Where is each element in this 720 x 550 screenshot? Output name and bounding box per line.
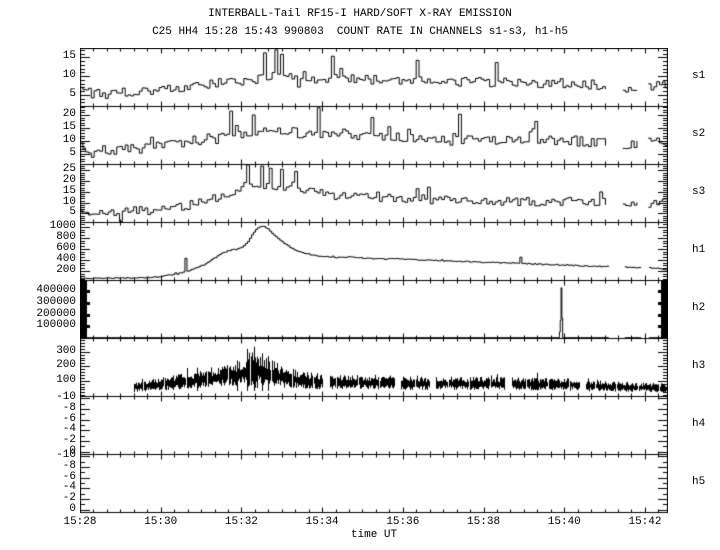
panel-label: s3 (692, 186, 706, 198)
y-tick-label: -10 (56, 391, 76, 404)
y-tick-label: 600 (56, 241, 76, 254)
x-tick-label: 15:40 (547, 516, 581, 528)
y-tick-label: 10 (62, 133, 76, 146)
y-tick-label: 100000 (36, 319, 76, 332)
y-tick-label: 100 (56, 373, 76, 386)
chart-subtitle: C25 HH4 15:28 15:43 990803 COUNT RATE IN… (152, 26, 568, 38)
y-tick-label: 200 (56, 359, 76, 372)
x-tick-label: 15:32 (224, 516, 258, 528)
y-tick-label: -2 (62, 433, 76, 446)
y-tick-label: 15 (62, 120, 76, 133)
panel-label: h5 (692, 476, 706, 488)
y-tick-label: 300 (56, 344, 76, 357)
y-tick-label: -8 (62, 402, 76, 415)
x-tick-label: 15:36 (386, 516, 420, 528)
panel-label: h1 (692, 244, 706, 256)
x-tick-label: 15:34 (305, 516, 339, 528)
y-tick-label: 10 (62, 195, 76, 208)
panel-label: h4 (692, 418, 706, 430)
y-tick-label: 0 (69, 502, 76, 515)
y-tick-label: 5 (69, 206, 76, 219)
y-tick-label: 5 (69, 146, 76, 159)
y-tick-label: -4 (62, 481, 76, 494)
y-tick-label: -2 (62, 491, 76, 504)
y-tick-label: 400000 (36, 284, 76, 297)
y-tick-label: 200000 (36, 307, 76, 320)
y-tick-label: -6 (62, 470, 76, 483)
x-tick-label: 15:42 (628, 516, 662, 528)
y-tick-label: 800 (56, 230, 76, 243)
panel-label: h3 (692, 360, 706, 372)
y-tick-label: 15 (62, 50, 76, 63)
x-axis-label: time UT (350, 529, 398, 541)
y-tick-label: 0 (69, 444, 76, 457)
x-tick-label: 15:38 (467, 516, 501, 528)
x-tick-label: 15:28 (63, 516, 97, 528)
y-tick-label: 15 (62, 184, 76, 197)
panel-label: h2 (692, 302, 706, 314)
y-tick-label: 400 (56, 252, 76, 265)
y-tick-label: -10 (56, 449, 76, 462)
y-tick-label: 20 (62, 108, 76, 121)
y-tick-label: -4 (62, 423, 76, 436)
y-tick-label: 5 (69, 87, 76, 100)
panel-label: s2 (692, 128, 706, 140)
y-tick-label: 300000 (36, 295, 76, 308)
plot-canvas (80, 48, 668, 514)
plot-area (80, 48, 668, 514)
chart-title: INTERBALL-Tail RF15-I HARD/SOFT X-RAY EM… (208, 8, 512, 20)
y-tick-label: -8 (62, 460, 76, 473)
y-tick-label: 20 (62, 174, 76, 187)
y-tick-label: 10 (62, 69, 76, 82)
y-tick-label: 1000 (49, 219, 76, 232)
y-tick-label: 200 (56, 263, 76, 276)
x-tick-label: 15:30 (144, 516, 178, 528)
y-tick-label: -6 (62, 412, 76, 425)
y-tick-label: 25 (62, 163, 76, 176)
panel-label: s1 (692, 70, 706, 82)
